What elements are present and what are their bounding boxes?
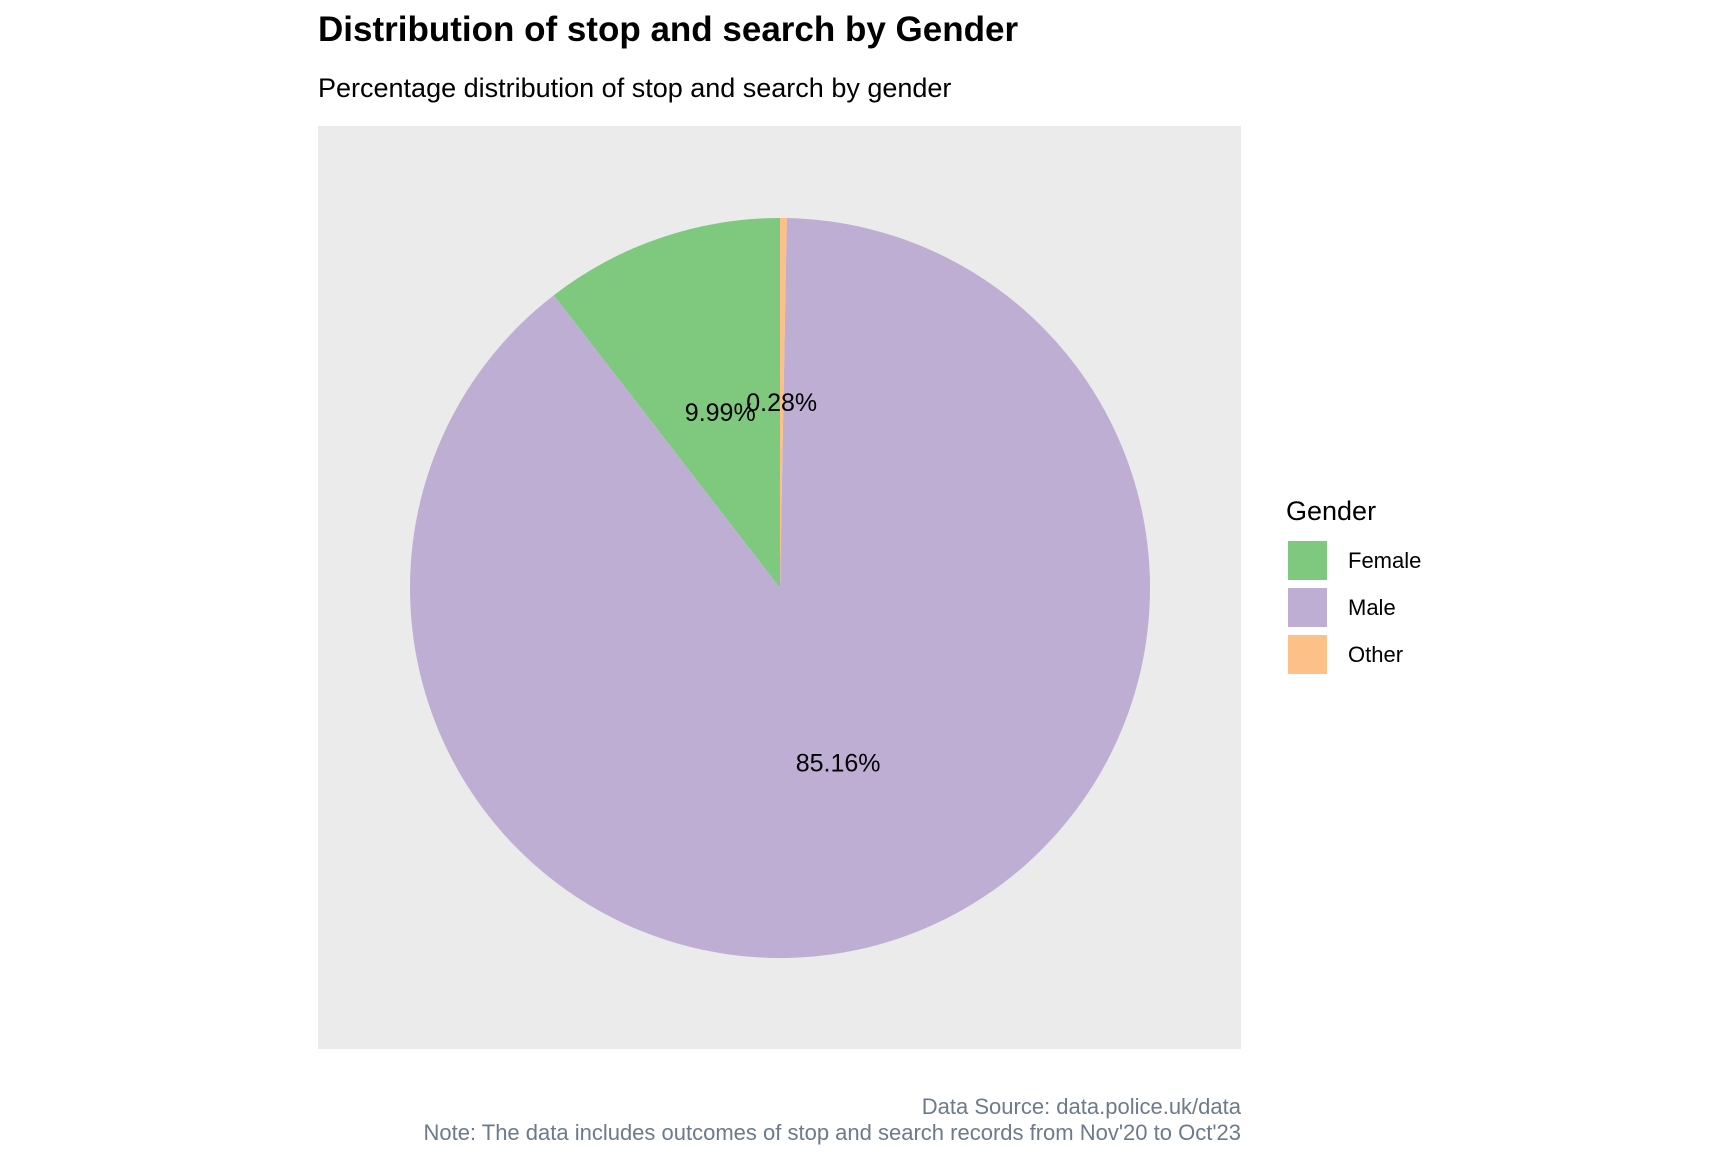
legend-item-female: Female bbox=[1286, 537, 1421, 584]
pie-slice-female bbox=[553, 218, 780, 588]
legend-item-other: Other bbox=[1286, 631, 1421, 678]
caption-note: Note: The data includes outcomes of stop… bbox=[423, 1120, 1241, 1145]
caption-source: Data Source: data.police.uk/data bbox=[921, 1094, 1241, 1119]
pie-slices bbox=[410, 217, 1151, 958]
legend-key-other bbox=[1286, 633, 1329, 676]
legend-label-female: Female bbox=[1348, 547, 1422, 573]
legend-title: Gender bbox=[1286, 496, 1377, 526]
legend-label-other: Other bbox=[1348, 641, 1404, 667]
pie-slice-labels: 9.99% 85.16% 0.28% bbox=[685, 389, 881, 778]
legend-key-female bbox=[1286, 539, 1329, 582]
legend-label-male: Male bbox=[1348, 594, 1396, 620]
legend-items: Female Male Other bbox=[1286, 537, 1421, 678]
legend-key-male bbox=[1286, 586, 1329, 629]
chart-caption: Data Source: data.police.uk/data Note: T… bbox=[423, 1094, 1241, 1146]
pie-panel: 9.99% 85.16% 0.28% bbox=[318, 126, 1241, 1049]
chart-subtitle: Percentage distribution of stop and sear… bbox=[318, 73, 952, 103]
pie-chart: 9.99% 85.16% 0.28% bbox=[318, 126, 1241, 1049]
slice-label-male: 85.16% bbox=[796, 750, 881, 778]
pie-slice-male bbox=[410, 218, 1151, 958]
legend-item-male: Male bbox=[1286, 584, 1421, 631]
slice-label-female: 9.99% bbox=[685, 399, 756, 427]
legend: Gender Female Male Other bbox=[1286, 496, 1421, 678]
slice-label-other: 0.28% bbox=[746, 389, 817, 417]
chart-title: Distribution of stop and search by Gende… bbox=[318, 10, 1019, 49]
pie-slice-other bbox=[780, 217, 787, 588]
